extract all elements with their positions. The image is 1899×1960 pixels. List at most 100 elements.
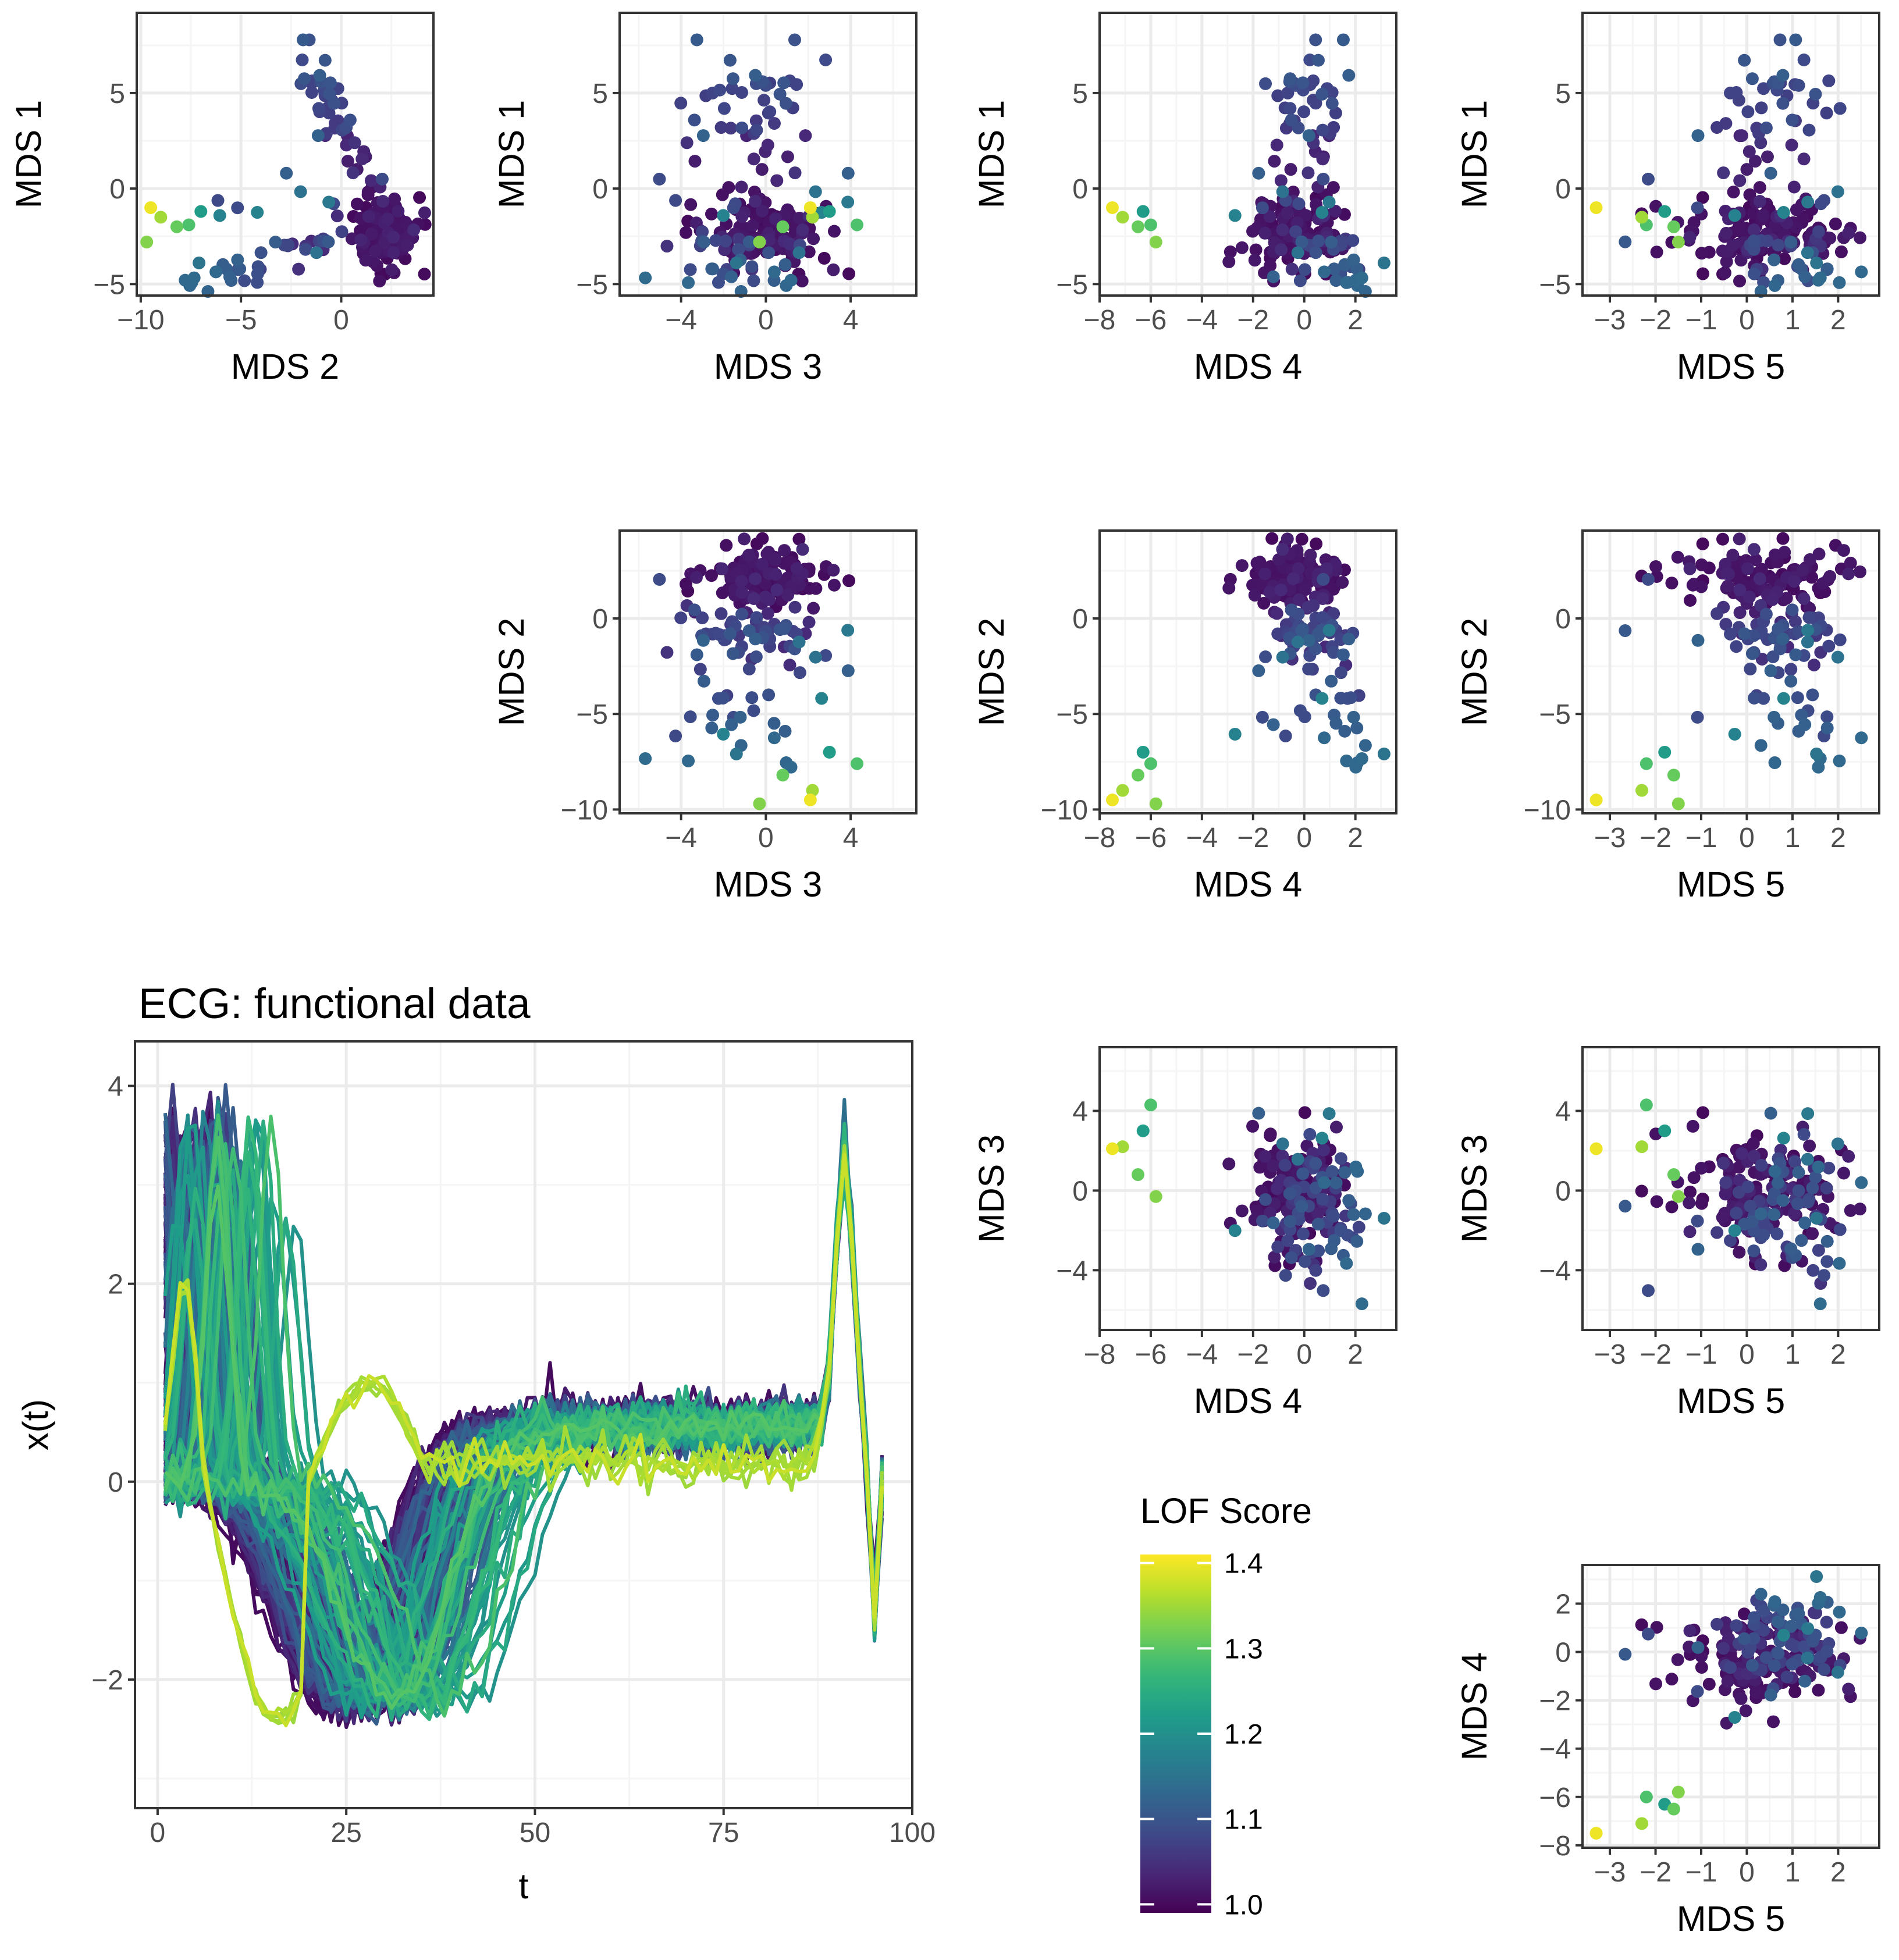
x-tick-label: −2 bbox=[1237, 823, 1269, 853]
scatter-point bbox=[1735, 1147, 1748, 1160]
scatter-point bbox=[1823, 570, 1837, 583]
scatter-point bbox=[1136, 745, 1150, 759]
scatter-point bbox=[1315, 692, 1329, 705]
colorbar-tick-label: 1.1 bbox=[1224, 1805, 1263, 1836]
scatter-point bbox=[762, 593, 776, 606]
x-tick-label: 2 bbox=[1830, 823, 1846, 853]
x-tick-label: 100 bbox=[889, 1817, 936, 1848]
scatter-point bbox=[1285, 603, 1298, 617]
scatter-point bbox=[376, 195, 390, 208]
scatter-point bbox=[1270, 138, 1283, 152]
scatter-point bbox=[1619, 1200, 1632, 1213]
scatter-point bbox=[1784, 674, 1798, 688]
scatter-point bbox=[1691, 129, 1705, 143]
scatter-point bbox=[1317, 572, 1330, 586]
scatter-point bbox=[1803, 553, 1816, 566]
scatter-point bbox=[674, 611, 688, 625]
scatter-point bbox=[294, 185, 307, 198]
scatter-point bbox=[762, 688, 776, 702]
scatter-point bbox=[1733, 584, 1747, 597]
scatter-point bbox=[723, 627, 737, 641]
scatter-point bbox=[719, 234, 732, 248]
y-tick-label: −5 bbox=[1539, 699, 1571, 730]
scatter-point bbox=[1328, 262, 1341, 276]
y-axis-label: MDS 4 bbox=[1455, 1652, 1494, 1760]
scatter-point bbox=[1377, 256, 1391, 269]
scatter-point bbox=[1355, 752, 1368, 765]
x-tick-label: −3 bbox=[1594, 305, 1626, 336]
scatter-point bbox=[1820, 106, 1833, 120]
scatter-point bbox=[1772, 622, 1785, 635]
scatter-point bbox=[1788, 1155, 1802, 1168]
scatter-point bbox=[1683, 1624, 1697, 1638]
scatter-point bbox=[1733, 1246, 1746, 1259]
scatter-point bbox=[1267, 1159, 1280, 1173]
scatter-points bbox=[639, 532, 863, 810]
scatter-point bbox=[1791, 691, 1804, 705]
scatter-point bbox=[1340, 1257, 1353, 1270]
scatter-point bbox=[346, 166, 360, 180]
scatter-point bbox=[653, 172, 666, 186]
x-tick-label: −10 bbox=[117, 305, 164, 336]
scatter-point bbox=[1789, 33, 1802, 47]
y-tick-label: −8 bbox=[1539, 1831, 1571, 1862]
scatter-point bbox=[1589, 794, 1603, 807]
scatter-point bbox=[745, 260, 759, 273]
scatter-point bbox=[170, 220, 183, 233]
scatter-point bbox=[1807, 659, 1820, 672]
scatter-point bbox=[1823, 232, 1837, 245]
scatter-point bbox=[1281, 86, 1295, 99]
scatter-point bbox=[1798, 1674, 1812, 1688]
scatter-point bbox=[254, 246, 268, 259]
scatter-point bbox=[1728, 1224, 1741, 1237]
panel-border bbox=[134, 1040, 913, 1809]
scatter-point bbox=[144, 201, 158, 214]
scatter-point bbox=[1716, 1211, 1729, 1224]
y-tick-label: 0 bbox=[1555, 604, 1571, 635]
scatter-point bbox=[758, 94, 771, 107]
scatter-point bbox=[1327, 181, 1340, 194]
scatter-point bbox=[1728, 1710, 1741, 1724]
scatter-point bbox=[310, 246, 323, 259]
x-tick-label: 0 bbox=[758, 305, 774, 336]
scatter-point bbox=[1136, 1124, 1150, 1137]
scatter-point bbox=[1131, 1168, 1144, 1182]
scatter-point bbox=[1784, 663, 1798, 676]
scatter-point bbox=[1788, 1639, 1802, 1653]
scatter-point bbox=[806, 784, 819, 797]
scatter-point bbox=[1336, 33, 1350, 47]
x-tick-label: −8 bbox=[1084, 305, 1116, 336]
scatter-point bbox=[1640, 1098, 1653, 1112]
scatter-point bbox=[312, 102, 325, 115]
p_2_1-axes: −10 −5 0 −5 0 5 MDS 2 MDS 1 bbox=[9, 12, 435, 386]
scatter-point bbox=[756, 532, 769, 545]
scatter-point bbox=[747, 592, 760, 605]
x-axis-label: MDS 3 bbox=[714, 865, 822, 904]
scatter-point bbox=[1777, 1132, 1790, 1145]
scatter-point bbox=[1747, 543, 1761, 556]
scatter-point bbox=[1855, 1627, 1868, 1640]
x-tick-label: −4 bbox=[1186, 1339, 1218, 1370]
scatter-point bbox=[790, 562, 803, 575]
scatter-point bbox=[1844, 556, 1857, 570]
scatter-point bbox=[1259, 650, 1272, 664]
scatter-point bbox=[696, 611, 709, 625]
scatter-point bbox=[735, 210, 749, 223]
scatter-point bbox=[1745, 1659, 1759, 1672]
x-tick-label: −2 bbox=[1640, 305, 1672, 336]
scatter-point bbox=[1672, 1190, 1685, 1203]
y-tick-label: −5 bbox=[576, 699, 608, 730]
scatter-point bbox=[1820, 710, 1834, 724]
scatter-point bbox=[1761, 150, 1774, 163]
scatter-point bbox=[1315, 206, 1329, 219]
scatter-point bbox=[842, 574, 856, 588]
scatter-point bbox=[749, 650, 763, 664]
ecg-curve bbox=[163, 1144, 884, 1724]
scatter-point bbox=[1268, 155, 1281, 168]
scatter-point bbox=[1347, 1208, 1360, 1221]
scatter-point bbox=[1144, 757, 1157, 770]
scatter-point bbox=[1296, 1227, 1310, 1240]
legend-title: LOF Score bbox=[1140, 1491, 1312, 1531]
x-tick-label: −4 bbox=[1186, 823, 1218, 853]
scatter-point bbox=[1719, 557, 1732, 571]
